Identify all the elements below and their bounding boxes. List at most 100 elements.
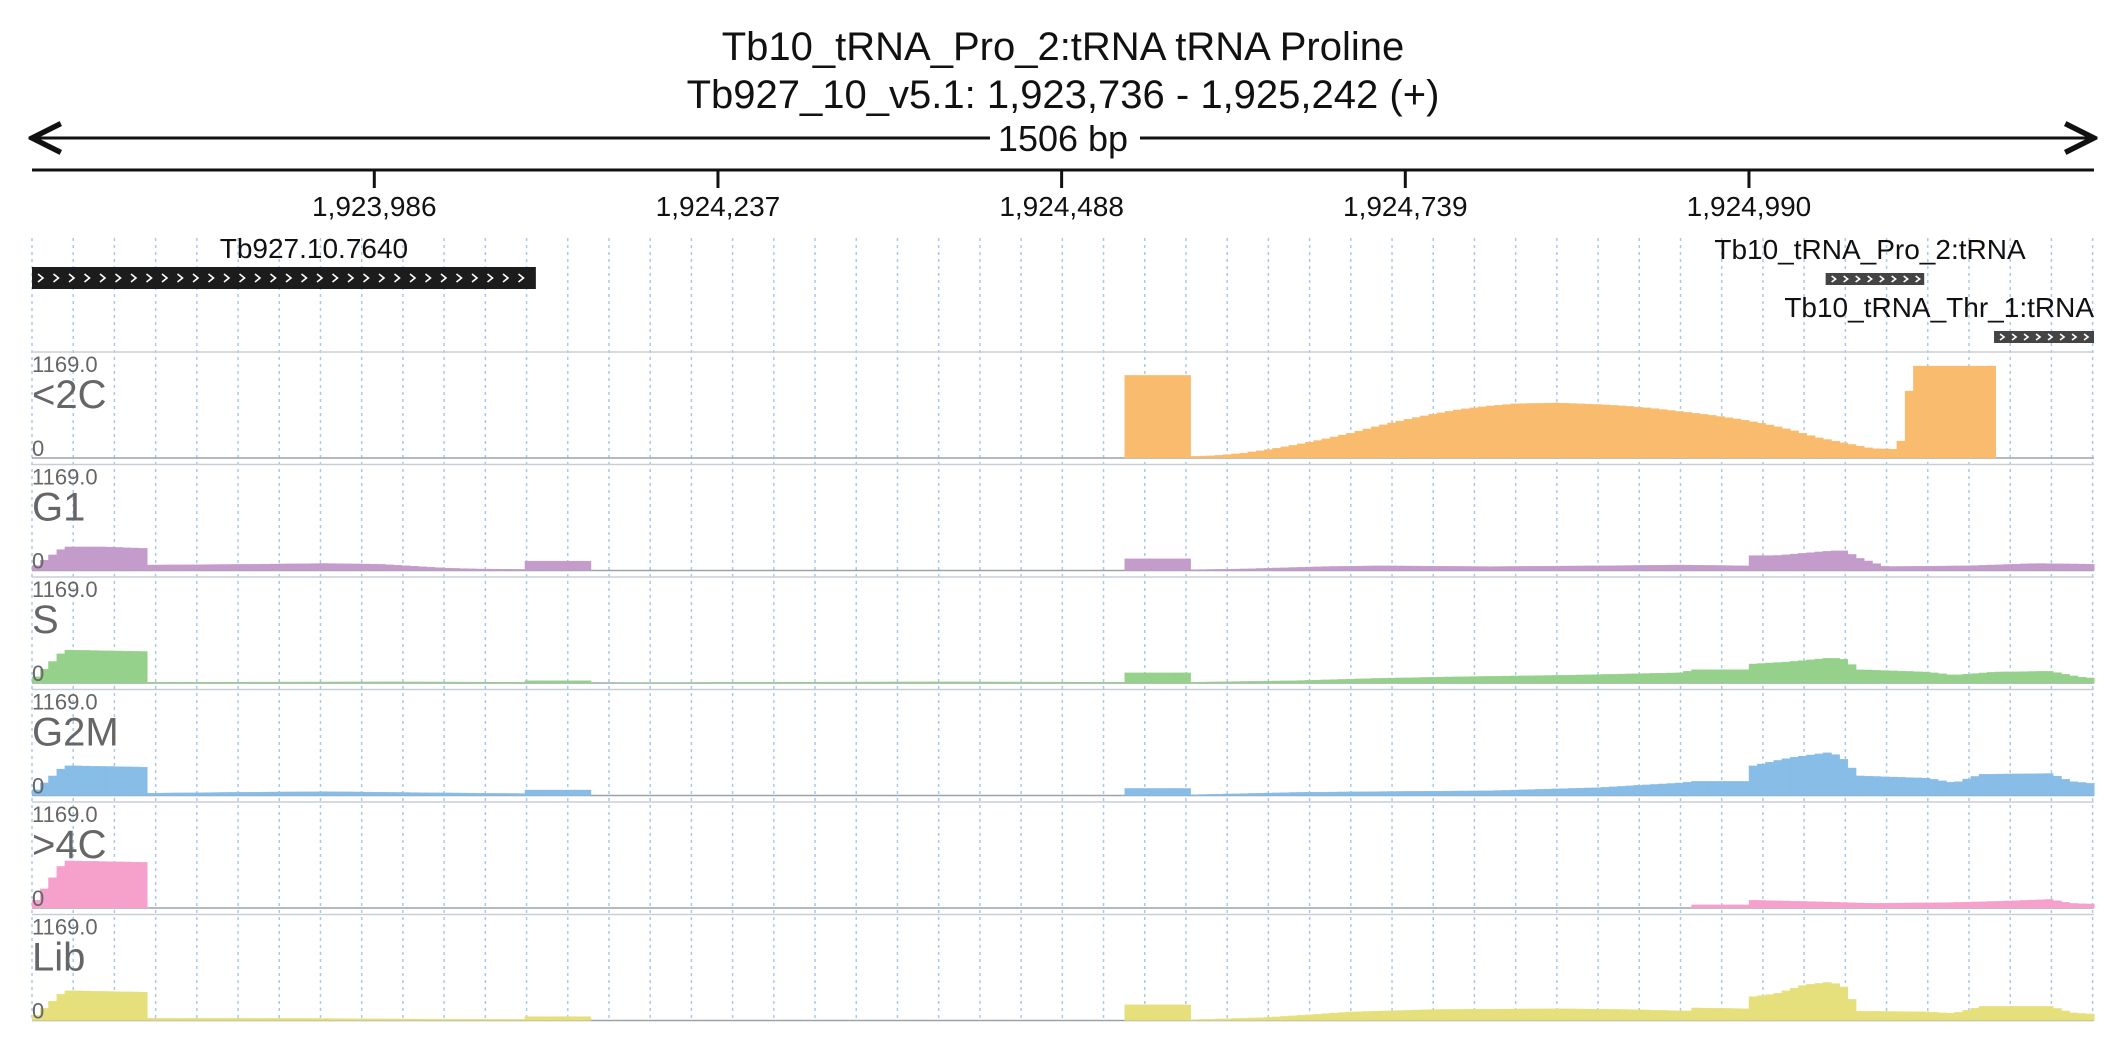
coverage-bar xyxy=(1708,781,1717,795)
coverage-bar xyxy=(492,569,501,570)
coverage-bar xyxy=(1149,673,1158,683)
coverage-bar xyxy=(1568,403,1577,458)
coverage-bar xyxy=(213,792,222,795)
coverage-bar xyxy=(1979,565,1988,570)
coverage-bar xyxy=(1133,788,1142,795)
coverage-bar xyxy=(1396,678,1405,683)
coverage-bar xyxy=(1700,565,1709,570)
coverage-bar xyxy=(155,682,164,683)
coverage-bar xyxy=(205,793,214,796)
coverage-bar xyxy=(2012,564,2021,570)
coverage-bar xyxy=(1979,902,1988,908)
coverage-bar xyxy=(1724,905,1733,908)
coverage-bar xyxy=(2045,671,2054,683)
coverage-bar xyxy=(163,1018,172,1020)
coverage-bar xyxy=(1815,983,1824,1020)
coverage-bar xyxy=(459,569,468,571)
coverage-bar xyxy=(1314,680,1323,683)
coverage-bar xyxy=(1585,1009,1594,1020)
coverage-bar xyxy=(1921,672,1930,683)
coverage-bar xyxy=(1782,429,1791,458)
coverage-bar xyxy=(1338,792,1347,796)
coverage-bar xyxy=(1618,566,1627,571)
coverage-bar xyxy=(1798,553,1807,570)
coverage-bar xyxy=(508,793,517,795)
coverage-bar xyxy=(1880,903,1889,908)
coverage-bar xyxy=(1166,673,1175,683)
coverage-bar xyxy=(1765,995,1774,1021)
coverage-bar xyxy=(492,793,501,795)
coverage-bar xyxy=(410,566,419,570)
coverage-bar xyxy=(911,682,920,683)
coverage-bar xyxy=(1486,1009,1495,1020)
coverage-bar xyxy=(1223,1019,1232,1021)
coverage-bar xyxy=(172,1018,181,1020)
coverage-bar xyxy=(1207,456,1216,458)
coverage-bar xyxy=(1626,674,1635,683)
coverage-bar xyxy=(1618,1009,1627,1020)
coverage-bar xyxy=(1642,565,1651,570)
coverage-bar xyxy=(2086,1014,2095,1021)
coverage-bar xyxy=(1223,794,1232,796)
coverage-bar xyxy=(114,651,123,683)
coverage-bar xyxy=(1716,905,1725,908)
coverage-bar xyxy=(1478,407,1487,458)
coverage-bar xyxy=(1281,568,1290,571)
coverage-bar xyxy=(278,1018,287,1020)
coverage-bar xyxy=(1576,1009,1585,1021)
track-name-label: G2M xyxy=(32,711,119,755)
coverage-bar xyxy=(1420,1010,1429,1021)
coverage-bar xyxy=(48,661,57,683)
coverage-bar xyxy=(1609,405,1618,458)
coverage-bar xyxy=(508,682,517,683)
coverage-bar xyxy=(2053,1008,2062,1020)
coverage-bar xyxy=(1593,675,1602,683)
coverage-bar xyxy=(1486,791,1495,796)
coverage-bar xyxy=(1297,792,1306,795)
coverage-bar xyxy=(1733,566,1742,571)
coverage-bar xyxy=(1618,786,1627,795)
coverage-bar xyxy=(1371,566,1380,571)
coverage-bar xyxy=(1429,791,1438,795)
coverage-bar xyxy=(1765,556,1774,571)
coverage-bar xyxy=(1954,902,1963,908)
coverage-bar xyxy=(1683,1011,1692,1021)
coverage-bar xyxy=(1979,366,1988,458)
coverage-bar xyxy=(689,682,698,683)
coverage-bar xyxy=(1215,1019,1224,1021)
coverage-bar xyxy=(205,682,214,683)
coverage-bar xyxy=(1839,659,1848,683)
coverage-bar xyxy=(1774,901,1783,908)
coverage-bar xyxy=(1560,1009,1569,1021)
coverage-bar xyxy=(1856,446,1865,458)
coverage-bar xyxy=(533,681,542,683)
coverage-bar xyxy=(550,561,559,570)
coverage-bar xyxy=(106,766,115,795)
coverage-bar xyxy=(1322,567,1331,571)
coverage-bar xyxy=(1774,555,1783,570)
coverage-bar xyxy=(1560,675,1569,683)
coverage-bar xyxy=(344,792,353,796)
coverage-bar xyxy=(2045,564,2054,571)
coverage-bar xyxy=(1231,794,1240,796)
coverage-bar xyxy=(1864,1011,1873,1020)
coverage-bar xyxy=(1141,375,1150,458)
coverage-bar xyxy=(1650,1010,1659,1020)
coverage-bar xyxy=(1650,565,1659,570)
coverage-bar xyxy=(1741,781,1750,795)
coverage-bar xyxy=(1535,1009,1544,1021)
coverage-bar xyxy=(2012,774,2021,796)
feature-block xyxy=(1994,331,2094,343)
track-zero-label: 0 xyxy=(32,549,44,574)
coverage-bar xyxy=(1963,779,1972,795)
track-name-label: <2C xyxy=(32,373,107,417)
coverage-bar xyxy=(393,1019,402,1021)
coverage-bar xyxy=(1601,1009,1610,1020)
coverage-bar xyxy=(829,682,838,683)
coverage-bar xyxy=(1741,670,1750,683)
coverage-bar xyxy=(459,1019,468,1020)
coverage-bar xyxy=(131,767,140,796)
coverage-bar xyxy=(1872,449,1881,458)
coverage-bar xyxy=(155,1018,164,1020)
coverage-bar xyxy=(2036,1006,2045,1020)
